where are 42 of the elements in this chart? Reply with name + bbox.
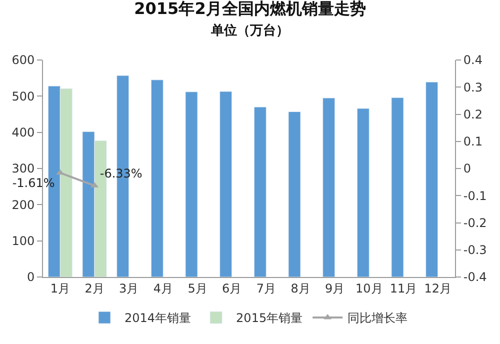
bar bbox=[254, 106, 266, 277]
x-tick-label: 6月 bbox=[222, 281, 242, 296]
x-tick-label: 10月 bbox=[356, 281, 383, 296]
y-tick-label: 300 bbox=[12, 162, 35, 176]
bar bbox=[220, 91, 232, 277]
y2-tick-label: 0.4 bbox=[463, 53, 482, 68]
bar bbox=[185, 92, 198, 277]
y2-tick-label: -0.2 bbox=[463, 216, 487, 230]
legend-label: 2015年销量 bbox=[236, 311, 303, 326]
bar bbox=[322, 98, 336, 277]
y-tick-label: 100 bbox=[12, 234, 35, 248]
y2-tick-label: -0.1 bbox=[463, 188, 487, 203]
x-tick-label: 3月 bbox=[119, 281, 139, 296]
x-tick-label: 1月 bbox=[50, 281, 70, 296]
chart-title: 2015年2月全国内燃机销量走势 bbox=[134, 0, 366, 18]
x-tick-label: 7月 bbox=[256, 281, 276, 296]
legend-label: 同比增长率 bbox=[348, 311, 408, 326]
y2-tick-label: 0 bbox=[463, 162, 472, 176]
bar bbox=[356, 108, 370, 277]
x-tick-label: 12月 bbox=[424, 281, 452, 296]
y2-tick-label: 0.2 bbox=[463, 107, 482, 122]
bar bbox=[150, 80, 164, 277]
x-tick-label: 2月 bbox=[84, 281, 104, 296]
x-tick-label: 9月 bbox=[325, 281, 345, 296]
y2-tick-label: -0.3 bbox=[463, 243, 487, 258]
y-tick-label: 0 bbox=[26, 270, 35, 284]
chart-subtitle: 单位（万台） bbox=[210, 22, 289, 39]
y-tick-label: 600 bbox=[12, 53, 35, 68]
y-tick-label: 500 bbox=[12, 89, 35, 104]
y2-tick-label: -0.4 bbox=[463, 270, 487, 284]
x-tick-label: 4月 bbox=[153, 281, 173, 296]
y-tick-label: 200 bbox=[12, 198, 35, 212]
x-tick-label: 8月 bbox=[290, 281, 310, 296]
legend-label: 2014年销量 bbox=[124, 311, 192, 326]
y-tick-label: 400 bbox=[12, 126, 35, 140]
bar bbox=[426, 82, 438, 277]
x-tick-label: 5月 bbox=[188, 281, 208, 296]
y2-tick-label: 0.3 bbox=[463, 80, 482, 94]
y2-tick-label: 0.1 bbox=[463, 134, 482, 149]
bar bbox=[288, 111, 301, 277]
bar bbox=[391, 97, 404, 277]
x-tick-label: 11月 bbox=[390, 281, 418, 296]
